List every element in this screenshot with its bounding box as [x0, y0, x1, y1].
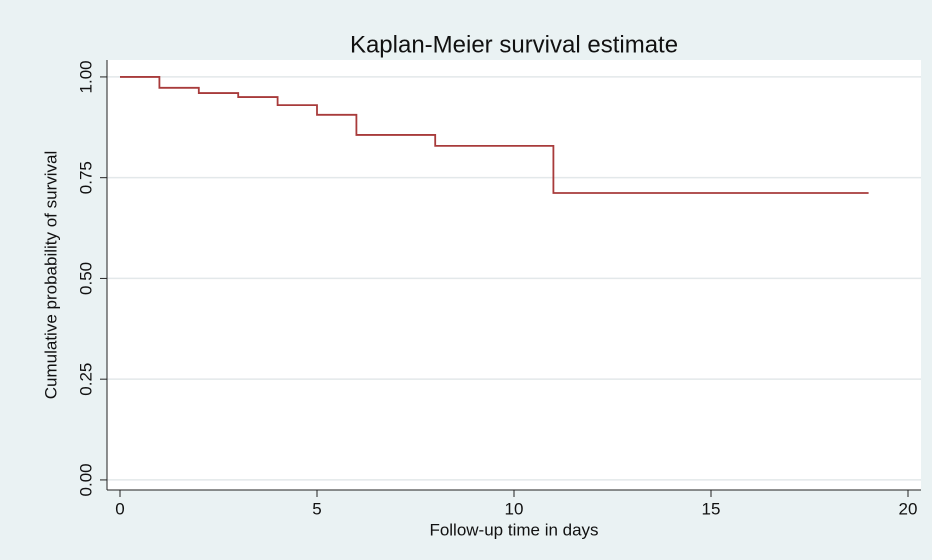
- y-tick-label: 0.00: [76, 463, 95, 496]
- y-tick-label: 0.50: [76, 262, 95, 295]
- y-tick-label: 0.25: [76, 363, 95, 396]
- y-tick-label: 1.00: [76, 60, 95, 93]
- x-tick-label: 0: [115, 499, 124, 518]
- chart-title: Kaplan-Meier survival estimate: [350, 31, 678, 58]
- x-axis-label: Follow-up time in days: [429, 520, 598, 539]
- x-tick-label: 15: [702, 499, 721, 518]
- survival-line: [120, 76, 869, 194]
- y-tick-label: 0.75: [76, 161, 95, 194]
- y-axis-label: Cumulative probability of survival: [41, 151, 60, 400]
- x-tick-label: 20: [899, 499, 918, 518]
- plot-area: [107, 60, 921, 490]
- x-tick-label: 10: [505, 499, 524, 518]
- x-tick-label: 5: [312, 499, 321, 518]
